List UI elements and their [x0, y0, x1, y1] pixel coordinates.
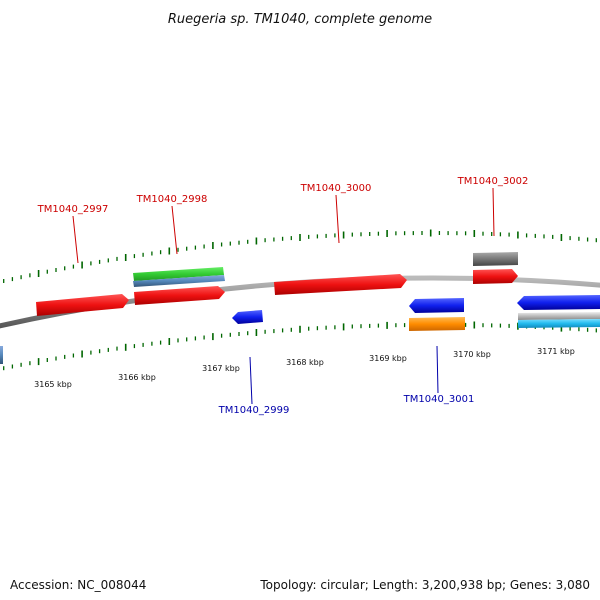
map-title: Ruegeria sp. TM1040, complete genome — [168, 12, 432, 27]
gene-label-2999[interactable]: TM1040_2999 — [218, 405, 290, 416]
gene-label-3000[interactable]: TM1040_3000 — [300, 183, 372, 194]
kbp-label-3169: 3169 kbp — [369, 354, 407, 363]
gene-feature-3002[interactable] — [473, 269, 518, 284]
leader-line-3000 — [335, 194, 340, 244]
leader-line-3001 — [436, 345, 439, 394]
gene-feature-2997[interactable] — [36, 294, 129, 316]
gene-feature-2998-steel[interactable] — [133, 275, 225, 287]
gene-feature-3001-orange[interactable] — [409, 317, 465, 331]
forward-features — [36, 252, 518, 316]
gene-label-2997[interactable]: TM1040_2997 — [37, 204, 109, 215]
kbp-label-3167: 3167 kbp — [202, 364, 240, 373]
gene-feature-3003-silver[interactable] — [518, 312, 600, 320]
gene-feature-edge[interactable] — [0, 346, 3, 364]
gene-feature-2998[interactable] — [134, 286, 225, 305]
gene-labels: TM1040_2997 TM1040_2998 TM1040_3000 TM10… — [37, 176, 529, 416]
accession-text: Accession: NC_008044 — [10, 578, 147, 592]
outer-tick-ring — [3, 229, 597, 283]
gene-feature-3003-cyan[interactable] — [518, 319, 600, 328]
gene-feature-3001-blue[interactable] — [409, 298, 464, 313]
gene-label-3002[interactable]: TM1040_3002 — [457, 176, 529, 187]
kbp-label-3166: 3166 kbp — [118, 373, 156, 382]
leader-line-2999 — [249, 356, 253, 405]
gene-label-2998[interactable]: TM1040_2998 — [136, 194, 208, 205]
gene-label-3001[interactable]: TM1040_3001 — [403, 394, 475, 405]
gene-feature-2998-green[interactable] — [133, 267, 224, 281]
kbp-label-3170: 3170 kbp — [453, 350, 491, 359]
kbp-label-3171: 3171 kbp — [537, 347, 575, 356]
kbp-label-3165: 3165 kbp — [34, 380, 72, 389]
gene-feature-3002-grey[interactable] — [473, 252, 518, 266]
leader-line-2998 — [171, 205, 178, 255]
genome-summary-text: Topology: circular; Length: 3,200,938 bp… — [260, 578, 590, 592]
leader-line-3002 — [492, 187, 495, 237]
gene-feature-2999[interactable] — [232, 310, 263, 324]
gene-feature-3003-blue[interactable] — [517, 295, 600, 310]
kbp-label-group: 3165 kbp 3166 kbp 3167 kbp 3168 kbp 3169… — [34, 347, 575, 389]
leader-line-2997 — [72, 215, 79, 264]
gene-feature-3000[interactable] — [274, 274, 407, 295]
reverse-features — [0, 295, 600, 364]
kbp-label-3168: 3168 kbp — [286, 358, 324, 367]
